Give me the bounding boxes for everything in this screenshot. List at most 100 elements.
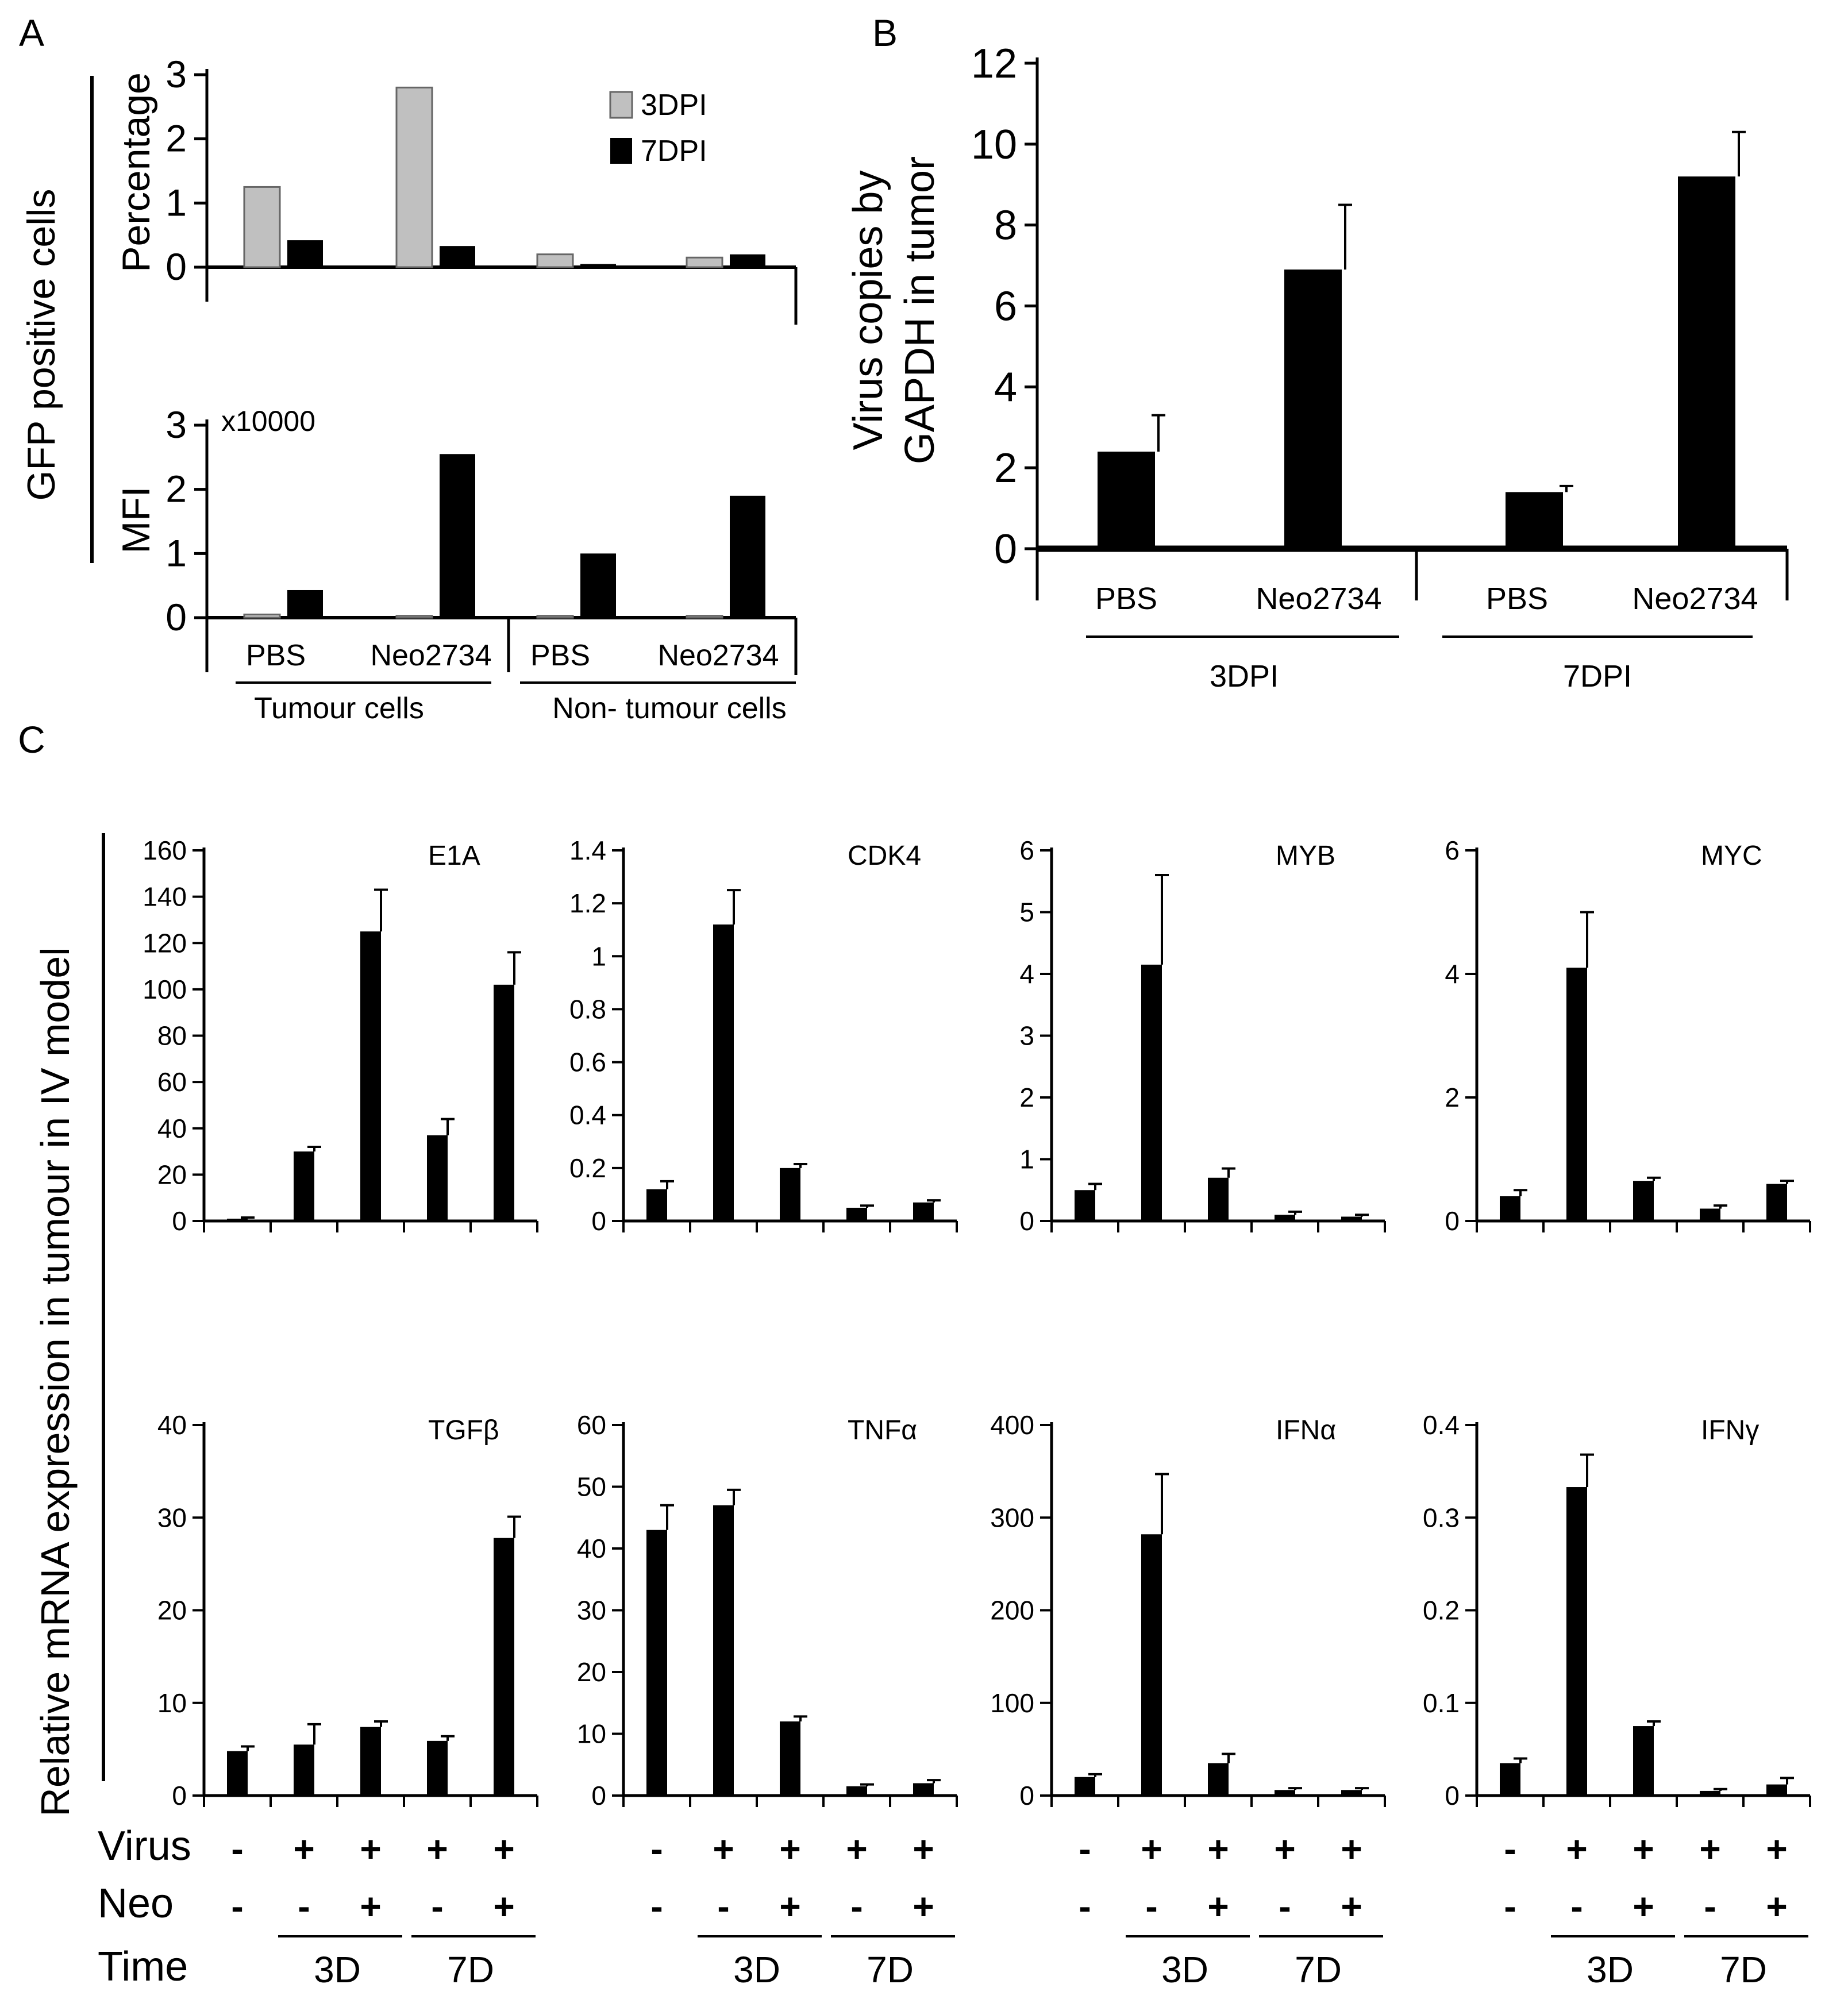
panel-c-ifn-bar xyxy=(1341,1790,1362,1796)
virus-sign: + xyxy=(1341,1828,1362,1870)
panel-c-myb-y-tick-label: 5 xyxy=(1019,897,1034,927)
virus-sign: + xyxy=(1274,1828,1295,1870)
panel-b-y-tick-label: 12 xyxy=(971,41,1017,87)
panel-c-ifn-bar xyxy=(1500,1763,1520,1796)
panel-c-e1a-bar xyxy=(360,931,381,1221)
panel-a-bottom-bar-7dpi xyxy=(287,590,323,618)
virus-sign: + xyxy=(779,1828,800,1870)
virus-sign: + xyxy=(1633,1828,1654,1870)
panel-c-cdk4-y-tick-label: 0.4 xyxy=(569,1100,606,1130)
panel-b-group-label-3dpi: 3DPI xyxy=(1210,659,1279,694)
panel-b-ylabel-line-1: Virus copies by xyxy=(845,171,891,450)
time-label-3d: 3D xyxy=(733,1949,780,1990)
panel-c-ifn-y-tick-label: 0.1 xyxy=(1423,1688,1460,1718)
panel-c-myb-y-tick-label: 6 xyxy=(1019,835,1034,865)
panel-a-bottom-multiplier: x10000 xyxy=(221,405,315,437)
panel-a-bottom-y-tick-label: 0 xyxy=(165,596,187,638)
panel-c-cdk4-y-tick-label: 0.2 xyxy=(569,1153,606,1183)
time-label-3d: 3D xyxy=(1161,1949,1208,1990)
panel-a-bottom-bar-3dpi xyxy=(686,615,723,619)
panel-a-outer-ylabel: GFP positive cells xyxy=(20,189,63,501)
neo-sign: - xyxy=(1570,1886,1583,1927)
panel-c-myb-y-tick-label: 2 xyxy=(1019,1083,1034,1112)
neo-sign: - xyxy=(298,1886,310,1927)
panel-a-top-y-tick-label: 1 xyxy=(165,181,187,224)
panel-c-tnf-title: TNFα xyxy=(848,1415,917,1446)
virus-sign: + xyxy=(293,1828,314,1870)
panel-c-cdk4-title: CDK4 xyxy=(848,841,921,871)
virus-sign: + xyxy=(360,1828,381,1870)
panel-a-bottom-bar-7dpi xyxy=(580,553,616,618)
panel-c-e1a-y-tick-label: 40 xyxy=(157,1114,187,1143)
panel-c-cdk4-y-tick-label: 1.4 xyxy=(569,835,606,865)
neo-sign: + xyxy=(1633,1886,1654,1927)
virus-sign: - xyxy=(1504,1828,1516,1870)
virus-sign: - xyxy=(650,1828,663,1870)
panel-a-top-y-tick-label: 3 xyxy=(165,53,187,95)
neo-sign: - xyxy=(850,1886,863,1927)
virus-sign: + xyxy=(846,1828,867,1870)
panel-c-tnf-y-tick-label: 60 xyxy=(577,1410,606,1440)
panel-c-tnf-y-tick-label: 0 xyxy=(591,1781,606,1810)
panel-a-category-label: PBS xyxy=(246,639,306,672)
panel-a-top-bar-3dpi xyxy=(243,186,281,268)
panel-c-e1a-y-tick-label: 60 xyxy=(157,1067,187,1097)
panel-b-group-label-7dpi: 7DPI xyxy=(1563,659,1632,694)
time-label-7d: 7D xyxy=(1720,1949,1767,1990)
panel-b-category-label: PBS xyxy=(1095,581,1157,616)
panel-c-ifn-bar xyxy=(1633,1726,1654,1796)
panel-c-myb-y-tick-label: 3 xyxy=(1019,1021,1034,1051)
panel-a-top-bar-3dpi xyxy=(536,253,574,268)
panel-c-myc-bar xyxy=(1633,1181,1654,1221)
panel-c-myb-bar xyxy=(1075,1190,1095,1221)
panel-c-tnf-bar xyxy=(713,1505,734,1796)
legend-swatch-3dpi xyxy=(609,91,633,119)
panel-c-cdk4-bar xyxy=(646,1189,667,1221)
panel-c-ifn-y-tick-label: 300 xyxy=(990,1503,1034,1532)
panel-a-bottom-y-tick-label: 1 xyxy=(165,531,187,574)
time-label-7d: 7D xyxy=(867,1949,914,1990)
legend-swatch-7dpi xyxy=(610,138,632,164)
panel-c-ifn-y-tick-label: 0.3 xyxy=(1423,1503,1460,1532)
panel-c-e1a-y-tick-label: 120 xyxy=(143,928,187,958)
panel-c-cdk4-y-tick-label: 1.2 xyxy=(569,888,606,918)
neo-sign: + xyxy=(493,1886,514,1927)
panel-c-e1a-bar xyxy=(494,984,514,1221)
panel-c-cdk4-y-tick-label: 0 xyxy=(591,1206,606,1236)
panel-c-myb-bar xyxy=(1275,1215,1295,1221)
time-label-7d: 7D xyxy=(1295,1949,1342,1990)
panel-c-tnf-y-tick-label: 50 xyxy=(577,1472,606,1502)
panel-c-ifn-title: IFNα xyxy=(1276,1415,1336,1446)
virus-sign: + xyxy=(913,1828,934,1870)
neo-sign: - xyxy=(231,1886,243,1927)
panel-c-ifn-bar xyxy=(1075,1777,1095,1796)
panel-c-tgf-bar xyxy=(360,1727,381,1796)
neo-sign: - xyxy=(1279,1886,1291,1927)
panel-a-bottom-bar-3dpi xyxy=(536,615,574,619)
panel-b-y-tick-label: 8 xyxy=(994,203,1017,249)
panel-c-ifn-y-tick-label: 400 xyxy=(990,1410,1034,1440)
panel-c-ifn-title: IFNγ xyxy=(1701,1415,1759,1446)
panel-c-ifn-y-tick-label: 0 xyxy=(1019,1781,1034,1810)
row-label-time: Time xyxy=(98,1944,188,1990)
panel-c-myb-bar xyxy=(1141,964,1162,1221)
panel-c-tnf-bar xyxy=(913,1783,934,1796)
panel-c-tgf-y-tick-label: 20 xyxy=(157,1596,187,1625)
panel-b-y-tick-label: 6 xyxy=(994,284,1017,330)
panel-b-category-label: Neo2734 xyxy=(1256,581,1381,616)
panel-c-myc-bar xyxy=(1766,1184,1787,1221)
neo-sign: + xyxy=(1207,1886,1229,1927)
panel-c-e1a-bar xyxy=(294,1151,314,1221)
panel-b-bar xyxy=(1284,269,1342,549)
panel-c-myc-y-tick-label: 6 xyxy=(1445,835,1460,865)
panel-c-myc-bar xyxy=(1500,1196,1520,1221)
panel-c-myc-y-tick-label: 0 xyxy=(1445,1206,1460,1236)
neo-sign: - xyxy=(1145,1886,1157,1927)
panel-b-bar xyxy=(1506,492,1563,549)
neo-sign: - xyxy=(717,1886,729,1927)
panel-c-e1a-y-tick-label: 20 xyxy=(157,1159,187,1189)
panel-c-ifn-bar xyxy=(1275,1790,1295,1796)
panel-c-tgf-y-tick-label: 0 xyxy=(172,1781,187,1810)
panel-c-myc-y-tick-label: 2 xyxy=(1445,1083,1460,1112)
